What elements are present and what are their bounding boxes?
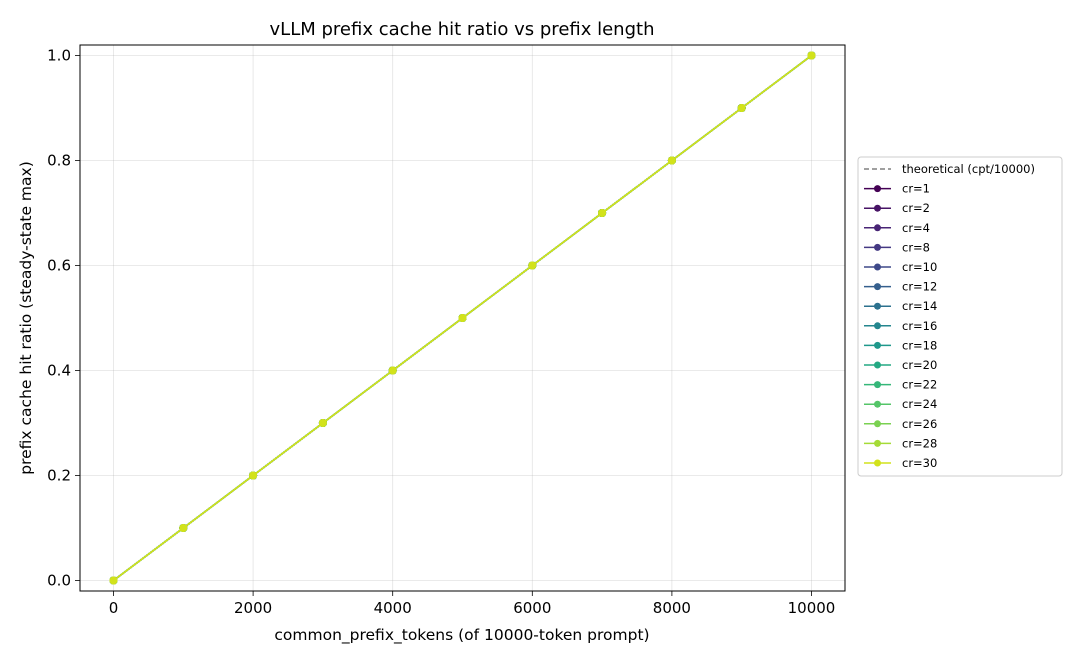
legend-label: cr=4 <box>902 221 930 235</box>
legend-item: cr=30 <box>864 456 937 470</box>
legend-item: cr=24 <box>864 397 937 411</box>
legend-marker <box>874 400 881 408</box>
legend-marker <box>874 302 881 310</box>
legend-item: cr=20 <box>864 358 937 372</box>
y-axis-label: prefix cache hit ratio (steady-state max… <box>17 161 35 474</box>
legend-label: theoretical (cpt/10000) <box>902 162 1035 176</box>
chart-title: vLLM prefix cache hit ratio vs prefix le… <box>270 19 655 40</box>
legend-item: cr=2 <box>864 201 930 215</box>
legend-marker <box>874 459 881 467</box>
legend-frame <box>857 156 1063 477</box>
legend-item: cr=18 <box>864 338 937 352</box>
x-axis-label: common_prefix_tokens (of 10000-token pro… <box>274 626 649 645</box>
data-point <box>109 576 118 585</box>
legend-label: cr=30 <box>902 456 937 470</box>
legend-label: cr=18 <box>902 338 937 352</box>
legend-item: cr=26 <box>864 417 937 431</box>
y-tick-label: 0.8 <box>47 152 71 170</box>
legend-label: cr=10 <box>902 260 937 274</box>
plot-frame <box>79 44 846 592</box>
legend-item: cr=4 <box>864 221 930 235</box>
legend: theoretical (cpt/10000) cr=1 cr=2 cr=4 cr=8 c… <box>857 156 1063 477</box>
legend-marker <box>874 224 881 232</box>
x-tick-label: 0 <box>109 599 119 617</box>
legend-marker <box>874 243 881 251</box>
x-tick-label: 10000 <box>788 599 836 617</box>
y-tick-label: 1.0 <box>47 47 71 65</box>
legend-label: cr=26 <box>902 417 937 431</box>
x-tick-label: 2000 <box>234 599 272 617</box>
y-tick-label: 0.2 <box>47 467 71 485</box>
y-tick-label: 0.0 <box>47 572 71 590</box>
x-tick-label: 8000 <box>653 599 691 617</box>
data-point <box>807 51 816 60</box>
plot-series <box>109 51 816 585</box>
legend-label: cr=12 <box>902 280 937 294</box>
legend-item: cr=1 <box>864 182 930 196</box>
axis-ticks: 0 2000 4000 6000 8000 10000 0.0 0.2 0.4 0.6 0.8 1.0 <box>47 47 835 618</box>
legend-label: cr=8 <box>902 240 930 254</box>
data-point <box>388 366 397 375</box>
legend-marker <box>874 381 881 389</box>
legend-marker <box>874 204 881 212</box>
data-point <box>598 209 607 217</box>
legend-marker <box>874 420 881 428</box>
legend-label: cr=20 <box>902 358 937 372</box>
legend-marker <box>874 283 881 291</box>
legend-marker <box>874 185 881 193</box>
legend-item: cr=16 <box>864 319 937 333</box>
legend-item: cr=28 <box>864 436 937 450</box>
data-point <box>528 261 537 270</box>
data-point <box>458 314 467 322</box>
legend-label: cr=14 <box>902 299 937 313</box>
data-point <box>249 471 258 480</box>
series-cr-30 <box>109 51 816 585</box>
legend-item: theoretical (cpt/10000) <box>864 162 1035 176</box>
grid-lines <box>80 45 845 591</box>
legend-label: cr=24 <box>902 397 937 411</box>
data-point <box>667 156 676 165</box>
legend-item: cr=14 <box>864 299 937 313</box>
legend-marker <box>874 361 881 369</box>
x-tick-label: 4000 <box>374 599 412 617</box>
legend-label: cr=22 <box>902 378 937 392</box>
legend-label: cr=1 <box>902 182 930 196</box>
legend-label: cr=2 <box>902 201 930 215</box>
legend-label: cr=28 <box>902 436 937 450</box>
y-tick-label: 0.6 <box>47 257 71 275</box>
x-tick-label: 6000 <box>513 599 551 617</box>
legend-item: cr=10 <box>864 260 937 274</box>
data-point <box>179 524 188 532</box>
legend-label: cr=16 <box>902 319 937 333</box>
legend-item: cr=22 <box>864 378 937 392</box>
data-point <box>318 419 327 427</box>
legend-marker <box>874 322 881 330</box>
legend-item: cr=8 <box>864 240 930 254</box>
data-point <box>737 104 746 112</box>
legend-marker <box>874 341 881 349</box>
legend-marker <box>874 439 881 447</box>
legend-marker <box>874 263 881 271</box>
legend-item: cr=12 <box>864 280 937 294</box>
y-tick-label: 0.4 <box>47 362 71 380</box>
